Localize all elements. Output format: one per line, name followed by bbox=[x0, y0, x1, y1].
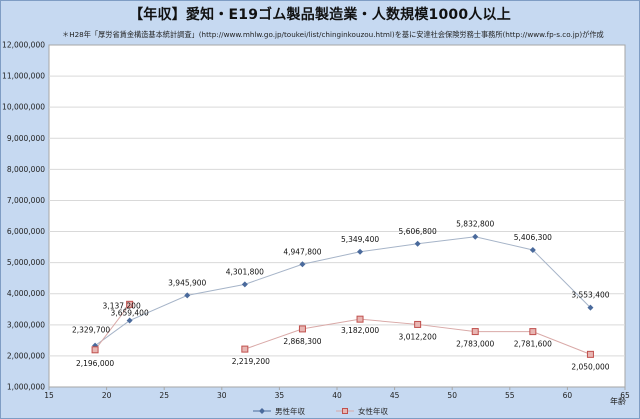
x-tick-label: 30 bbox=[217, 391, 227, 400]
x-tick-label: 60 bbox=[563, 391, 573, 400]
female-point bbox=[91, 346, 99, 354]
female-point bbox=[298, 325, 306, 333]
y-tick-label: 12,000,000 bbox=[2, 41, 45, 50]
legend-female-label: 女性年収 bbox=[358, 406, 388, 416]
female-point bbox=[241, 345, 249, 353]
male-data-label: 4,301,800 bbox=[226, 267, 264, 276]
y-tick-label: 7,000,000 bbox=[7, 196, 45, 205]
x-tick-label: 15 bbox=[44, 391, 54, 400]
y-axis-ticks: 1,000,000 2,000,000 3,000,000 4,000,000 5,00… bbox=[2, 41, 45, 392]
female-point bbox=[586, 350, 594, 358]
y-tick-label: 9,000,000 bbox=[7, 134, 45, 143]
male-point bbox=[587, 304, 594, 311]
female-point bbox=[126, 300, 134, 308]
x-axis-ticks: 15 20 25 30 35 40 45 50 55 60 65 bbox=[44, 387, 630, 400]
female-point bbox=[529, 328, 537, 336]
gridlines bbox=[49, 75, 625, 357]
female-data-label: 2,783,000 bbox=[456, 340, 494, 349]
legend-female-marker bbox=[342, 408, 348, 414]
male-data-label: 5,606,800 bbox=[399, 227, 437, 236]
male-data-label: 5,406,300 bbox=[514, 233, 552, 242]
x-axis-label: 年齢 bbox=[610, 396, 626, 406]
female-data-label: 2,050,000 bbox=[571, 362, 609, 371]
male-data-label: 5,349,400 bbox=[341, 235, 379, 244]
x-tick-label: 65 bbox=[620, 391, 630, 400]
series-line-male bbox=[94, 236, 591, 347]
female-data-label: 3,659,400 bbox=[111, 308, 149, 317]
male-data-label: 4,947,800 bbox=[283, 247, 321, 256]
female-data-label: 3,182,000 bbox=[341, 326, 379, 335]
female-data-label: 2,219,200 bbox=[232, 357, 270, 366]
y-tick-label: 4,000,000 bbox=[7, 289, 45, 298]
female-data-label: 2,196,000 bbox=[76, 359, 114, 368]
y-tick-label: 6,000,000 bbox=[7, 227, 45, 236]
female-point bbox=[414, 320, 422, 328]
plot-area bbox=[48, 44, 626, 388]
legend: 男性年収 女性年収 bbox=[253, 406, 388, 416]
female-data-label: 2,868,300 bbox=[283, 337, 321, 346]
female-point bbox=[356, 315, 364, 323]
male-data-label: 3,137,200 bbox=[103, 302, 141, 311]
x-tick-label: 25 bbox=[159, 391, 169, 400]
male-data-label: 3,945,900 bbox=[168, 278, 206, 287]
male-point bbox=[414, 240, 421, 247]
male-point bbox=[299, 261, 306, 268]
x-tick-label: 40 bbox=[332, 391, 342, 400]
x-tick-label: 50 bbox=[447, 391, 457, 400]
male-point bbox=[241, 281, 248, 288]
female-data-label: 3,012,200 bbox=[399, 332, 437, 341]
x-tick-label: 55 bbox=[505, 391, 515, 400]
y-tick-label: 11,000,000 bbox=[2, 72, 45, 81]
male-data-label: 5,832,800 bbox=[456, 220, 494, 229]
male-data-label: 3,553,400 bbox=[571, 291, 609, 300]
x-tick-label: 20 bbox=[102, 391, 112, 400]
series-line-female-1 bbox=[94, 304, 131, 351]
chart-title: 【年収】愛知・E19ゴム製品製造業・人数規模1000人以上 bbox=[129, 7, 511, 23]
male-point bbox=[184, 292, 191, 299]
male-point bbox=[126, 317, 133, 324]
legend-male-label: 男性年収 bbox=[275, 406, 305, 416]
x-tick-label: 45 bbox=[390, 391, 400, 400]
female-data-label: 2,781,600 bbox=[514, 340, 552, 349]
female-point bbox=[471, 328, 479, 336]
male-point bbox=[529, 247, 536, 254]
y-tick-label: 10,000,000 bbox=[2, 103, 45, 112]
male-point bbox=[357, 248, 364, 255]
x-tick-label: 35 bbox=[275, 391, 285, 400]
y-tick-label: 3,000,000 bbox=[7, 320, 45, 329]
data-labels: 2,329,700 3,137,200 3,945,900 4,301,800 4,94… bbox=[72, 220, 610, 372]
y-tick-label: 2,000,000 bbox=[7, 351, 45, 360]
y-tick-label: 8,000,000 bbox=[7, 165, 45, 174]
y-tick-label: 1,000,000 bbox=[7, 383, 45, 392]
series-markers bbox=[91, 233, 594, 358]
legend-male-marker bbox=[259, 408, 265, 414]
male-point bbox=[472, 233, 479, 240]
male-data-label: 2,329,700 bbox=[72, 326, 110, 335]
chart-source-note: ＊H28年「厚労省賃金構造基本統計調査」(http://www.mhlw.go.… bbox=[62, 30, 604, 39]
y-tick-label: 5,000,000 bbox=[7, 258, 45, 267]
